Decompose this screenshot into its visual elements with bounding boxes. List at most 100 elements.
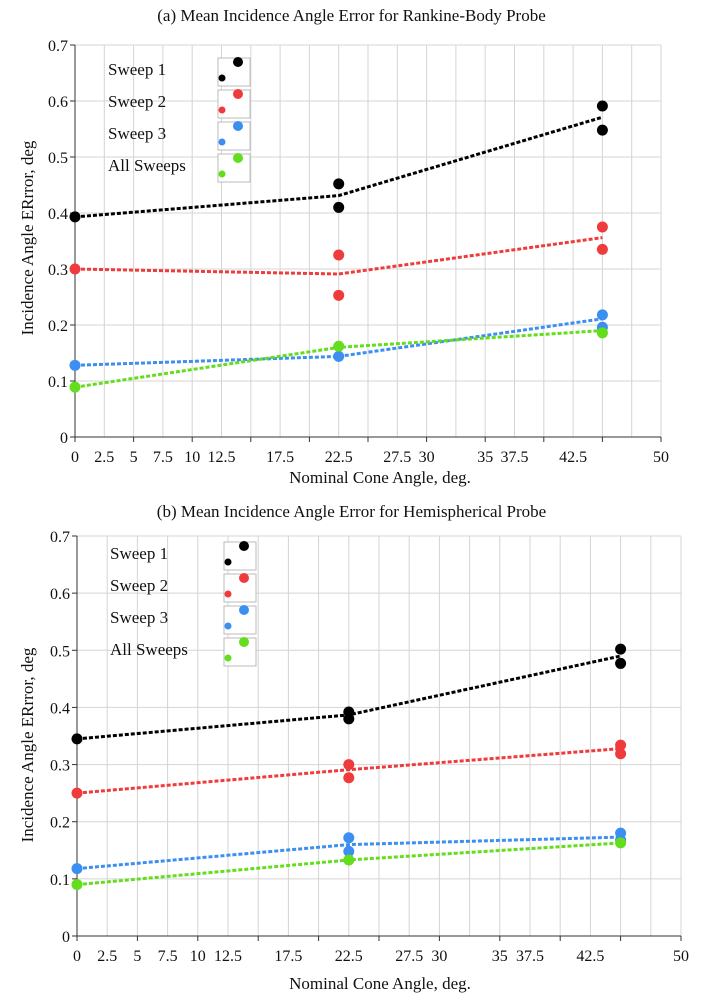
- x-tick-label: 7.5: [158, 948, 178, 965]
- y-tick-label: 0.5: [48, 150, 68, 167]
- legend-swatch-dot: [239, 637, 249, 647]
- data-point: [71, 787, 83, 799]
- data-point: [596, 100, 608, 112]
- legend-swatch-dot: [233, 121, 243, 131]
- y-axis-label: Incidence Angle ERrror, deg: [18, 647, 37, 843]
- legend-swatch-dot: [218, 138, 226, 146]
- data-point: [615, 739, 627, 751]
- legend-swatch-dot: [233, 57, 243, 67]
- legend-swatch-dot: [224, 622, 232, 630]
- trend-line: [74, 317, 603, 367]
- legend-label: Sweep 1: [110, 544, 168, 563]
- y-tick-label: 0.1: [48, 374, 68, 391]
- data-point: [69, 263, 81, 275]
- y-tick-label: 0.3: [50, 758, 70, 775]
- data-point: [343, 759, 355, 771]
- plot-area: 0 0.1 0.2 0.3 0.4 0.5 0.6 0.7 0 2.5 5 7.5 10 12.5 17.5…: [48, 38, 669, 466]
- legend-label: Sweep 2: [110, 576, 168, 595]
- data-point: [343, 832, 355, 844]
- trend-line: [74, 236, 603, 276]
- x-tick-label: 5: [133, 948, 141, 965]
- data-point: [615, 657, 627, 669]
- x-tick-label: 12.5: [214, 948, 242, 965]
- data-point: [69, 211, 81, 223]
- y-tick-label: 0.5: [50, 643, 70, 660]
- data-point: [333, 289, 345, 301]
- x-tick-label: 2.5: [94, 449, 114, 466]
- x-tick-label: 17.5: [274, 948, 302, 965]
- y-tick-label: 0.7: [50, 529, 70, 546]
- data-point: [596, 221, 608, 233]
- data-point: [71, 733, 83, 745]
- legend-swatch-dot: [224, 654, 232, 662]
- data-point: [69, 381, 81, 393]
- x-tick-label: 2.5: [97, 948, 117, 965]
- legend-swatch-dot: [218, 170, 226, 178]
- data-point: [343, 713, 355, 725]
- y-tick-label: 0.6: [50, 586, 70, 603]
- y-axis-label: Incidence Angle ERrror, deg: [18, 140, 37, 336]
- x-tick-label: 7.5: [153, 449, 173, 466]
- data-point: [596, 243, 608, 255]
- data-point: [343, 854, 355, 866]
- x-tick-label: 17.5: [266, 449, 294, 466]
- y-tick-label: 0: [62, 929, 70, 946]
- data-point: [615, 837, 627, 849]
- x-tick-label: 22.5: [335, 948, 363, 965]
- legend-swatch-dot: [218, 106, 226, 114]
- x-tick-label: 22.5: [325, 449, 353, 466]
- x-tick-label: 35: [477, 449, 493, 466]
- data-point: [333, 178, 345, 190]
- data-point: [333, 340, 345, 352]
- y-tick-label: 0: [60, 430, 68, 447]
- y-tick-label: 0.2: [50, 815, 70, 832]
- chart-panel-b: (b) Mean Incidence Angle Error for Hemis…: [0, 496, 703, 1003]
- legend-swatch-dot: [239, 573, 249, 583]
- data-point: [71, 879, 83, 891]
- data-point: [596, 124, 608, 136]
- x-tick-label: 0: [71, 449, 79, 466]
- trend-line: [74, 115, 603, 219]
- x-tick-label: 10: [190, 948, 206, 965]
- chart-panel-a: (a) Mean Incidence Angle Error for Ranki…: [0, 0, 703, 496]
- x-tick-label: 42.5: [559, 449, 587, 466]
- data-point: [343, 845, 355, 857]
- x-tick-label: 35: [492, 948, 508, 965]
- legend-swatch-dot: [224, 558, 232, 566]
- x-tick-label: 37.5: [516, 948, 544, 965]
- x-tick-label: 12.5: [208, 449, 236, 466]
- data-point: [333, 201, 345, 213]
- legend-swatch-dot: [233, 89, 243, 99]
- data-point: [615, 748, 627, 760]
- y-tick-label: 0.4: [48, 206, 68, 223]
- x-tick-label: 10: [184, 449, 200, 466]
- legend-label: Sweep 3: [108, 124, 166, 143]
- x-tick-label: 42.5: [576, 948, 604, 965]
- y-tick-label: 0.1: [50, 872, 70, 889]
- y-tick-label: 0.4: [50, 700, 70, 717]
- data-point: [596, 309, 608, 321]
- x-tick-label: 30: [419, 449, 435, 466]
- chart-title: (a) Mean Incidence Angle Error for Ranki…: [157, 6, 546, 25]
- x-tick-label: 50: [653, 449, 669, 466]
- legend-label: All Sweeps: [108, 156, 186, 175]
- x-tick-label: 37.5: [501, 449, 529, 466]
- trend-line: [76, 835, 621, 871]
- legend-swatch-frame: [223, 637, 257, 667]
- data-point: [333, 350, 345, 362]
- x-tick-label: 27.5: [383, 449, 411, 466]
- legend-swatch-dot: [239, 605, 249, 615]
- x-axis-label: Nominal Cone Angle, deg.: [289, 468, 471, 487]
- x-tick-label: 27.5: [395, 948, 423, 965]
- legend-label: Sweep 1: [108, 60, 166, 79]
- legend-label: Sweep 3: [110, 608, 168, 627]
- chart-title: (b) Mean Incidence Angle Error for Hemis…: [156, 502, 547, 521]
- y-tick-label: 0.2: [48, 318, 68, 335]
- x-tick-label: 50: [673, 948, 689, 965]
- y-tick-label: 0.7: [48, 38, 68, 55]
- plot-area: 0 0.1 0.2 0.3 0.4 0.5 0.6 0.7 0 2.5 5 7.5 10 12.5 17.5…: [50, 529, 689, 965]
- data-point: [69, 359, 81, 371]
- legend-swatch-dot: [218, 74, 226, 82]
- data-point: [343, 772, 355, 784]
- x-tick-label: 30: [431, 948, 447, 965]
